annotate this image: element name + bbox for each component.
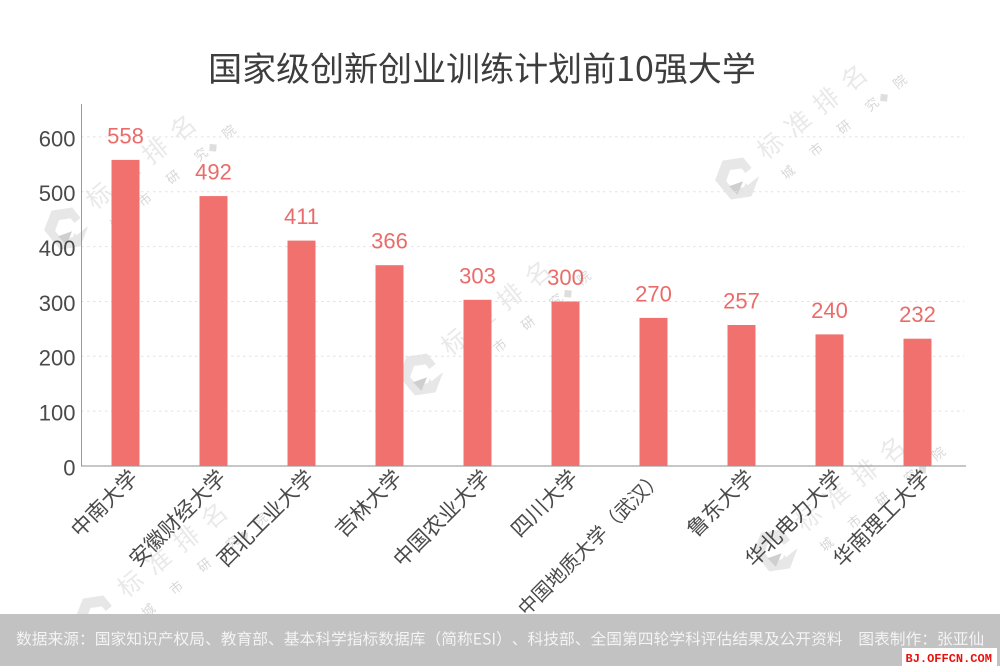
svg-text:240: 240 [811, 298, 848, 323]
svg-text:303: 303 [459, 263, 496, 288]
svg-text:257: 257 [723, 289, 760, 314]
svg-text:492: 492 [195, 160, 232, 185]
svg-text:200: 200 [39, 346, 76, 371]
svg-text:BJ.OFFCN.COM: BJ.OFFCN.COM [906, 652, 992, 666]
svg-text:366: 366 [371, 229, 408, 254]
svg-text:300: 300 [547, 265, 584, 290]
svg-text:232: 232 [899, 302, 936, 327]
svg-text:558: 558 [107, 123, 144, 148]
svg-text:400: 400 [39, 236, 76, 261]
svg-text:270: 270 [635, 281, 672, 306]
svg-text:500: 500 [39, 181, 76, 206]
svg-text:300: 300 [39, 291, 76, 316]
svg-text:411: 411 [284, 204, 319, 229]
svg-text:100: 100 [39, 401, 76, 426]
svg-text:0: 0 [63, 455, 75, 480]
svg-text:600: 600 [39, 126, 76, 151]
